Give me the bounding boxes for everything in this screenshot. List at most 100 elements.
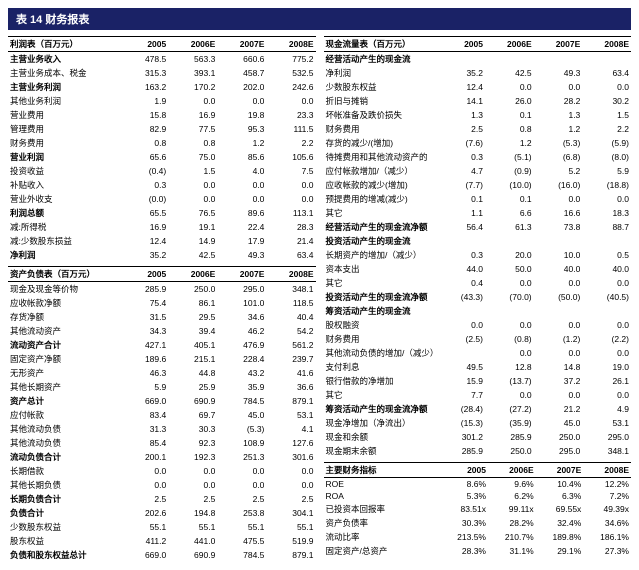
cell-value: 12.4 [440, 80, 485, 94]
row-label: 主营业务收入 [8, 52, 125, 67]
cell-value: 0.0 [266, 478, 315, 492]
cell-value: 0.0 [582, 192, 631, 206]
cell-value: 0.0 [534, 388, 583, 402]
cell-value: 0.0 [266, 94, 315, 108]
cell-value: 29.5 [168, 310, 217, 324]
cell-value: 55.1 [125, 520, 168, 534]
cell-value: 475.5 [217, 534, 266, 548]
cell-value: 46.3 [125, 366, 168, 380]
row-label: 待摊费用和其他流动资产的 [324, 150, 441, 164]
cell-value: 26.1 [582, 374, 631, 388]
row-label: 应付帐款 [8, 408, 125, 422]
cell-value: 1.2 [485, 136, 534, 150]
cell-value: (15.3) [440, 416, 485, 430]
balance-sheet-table: 资产负债表（百万元）20052006E2007E2008E现金及现金等价物285… [8, 266, 316, 562]
cell-value: 301.6 [266, 450, 315, 464]
cell-value: 76.5 [168, 206, 217, 220]
cell-value: (5.3) [217, 422, 266, 436]
row-label: 减:少数股东损益 [8, 234, 125, 248]
cell-value: 285.9 [485, 430, 534, 444]
cell-value: 69.7 [168, 408, 217, 422]
cell-value: 0.0 [125, 464, 168, 478]
cell-value: 53.1 [266, 408, 315, 422]
cell-value: 0.0 [217, 178, 266, 192]
cell-value: 0.0 [266, 192, 315, 206]
cell-value: 25.9 [168, 380, 217, 394]
cell-value: 34.6% [583, 516, 631, 530]
cell-value: 17.9 [217, 234, 266, 248]
row-label: 财务费用 [8, 136, 125, 150]
cell-value: 118.5 [266, 296, 315, 310]
cell-value: 1.3 [440, 108, 485, 122]
cell-value: 42.5 [168, 248, 217, 262]
cell-value: 1.3 [534, 108, 583, 122]
cell-value: 28.2 [534, 94, 583, 108]
cell-value: (2.5) [440, 332, 485, 346]
cell-value: 251.3 [217, 450, 266, 464]
cell-value: 1.2 [534, 122, 583, 136]
cell-value: 1.9 [125, 94, 168, 108]
cell-value: 192.3 [168, 450, 217, 464]
metrics-table: 主要财务指标20052006E2007E2008EROE8.6%9.6%10.4… [324, 462, 632, 558]
cell-value: 28.2% [488, 516, 536, 530]
year-header: 2005 [125, 267, 168, 282]
cell-value: (0.9) [485, 164, 534, 178]
cell-value: (7.6) [440, 136, 485, 150]
cell-value: 2.5 [217, 492, 266, 506]
cell-value: 7.2% [583, 490, 631, 502]
cell-value: 44.8 [168, 366, 217, 380]
cell-value: 228.4 [217, 352, 266, 366]
cell-value: 105.6 [266, 150, 315, 164]
cell-value: 0.0 [534, 192, 583, 206]
year-header: 2007E [217, 37, 266, 52]
cell-value: 82.9 [125, 122, 168, 136]
cell-value: 0.0 [266, 464, 315, 478]
row-label: 银行借款的净增加 [324, 374, 441, 388]
cell-value: 7.5 [266, 164, 315, 178]
cell-value: 0.8 [168, 136, 217, 150]
cell-value: 0.8 [485, 122, 534, 136]
cell-value: 0.0 [582, 388, 631, 402]
cell-value: 784.5 [217, 548, 266, 562]
cell-value: 5.9 [582, 164, 631, 178]
cell-value: (28.4) [440, 402, 485, 416]
cell-value: 784.5 [217, 394, 266, 408]
row-label: 资产负债率 [324, 516, 441, 530]
cell-value: 0.0 [582, 318, 631, 332]
cell-value: 315.3 [125, 66, 168, 80]
cell-value: 30.3% [440, 516, 488, 530]
row-label: 其他长期负债 [8, 478, 125, 492]
cell-value: 21.2 [534, 402, 583, 416]
row-label: 主营业务成本、税金 [8, 66, 125, 80]
row-label: 财务费用 [324, 122, 441, 136]
cell-value: 879.1 [266, 394, 315, 408]
cell-value: 0.1 [440, 192, 485, 206]
row-label: 筹资活动产生的现金流净额 [324, 402, 441, 416]
year-header: 2006E [485, 37, 534, 52]
cell-value: 295.0 [582, 430, 631, 444]
cell-value: 10.4% [536, 478, 584, 491]
cell-value: 690.9 [168, 548, 217, 562]
cell-value: 563.3 [168, 52, 217, 67]
row-label: 折旧与摊销 [324, 94, 441, 108]
cell-value: 405.1 [168, 338, 217, 352]
row-label: 预提费用的增减(减少) [324, 192, 441, 206]
cell-value: 4.7 [440, 164, 485, 178]
cell-value: 85.6 [217, 150, 266, 164]
cell-value: 49.3 [217, 248, 266, 262]
cell-value: 519.9 [266, 534, 315, 548]
row-label: 资本支出 [324, 262, 441, 276]
cell-value: 4.9 [582, 402, 631, 416]
cell-value: 10.0 [534, 248, 583, 262]
cell-value: 5.2 [534, 164, 583, 178]
year-header: 2007E [534, 37, 583, 52]
cell-value: 31.5 [125, 310, 168, 324]
cell-value: 88.7 [582, 220, 631, 234]
row-label: 应收帐款的减少(增加) [324, 178, 441, 192]
row-label: 投资收益 [8, 164, 125, 178]
cell-value: 32.4% [536, 516, 584, 530]
cell-value: 85.4 [125, 436, 168, 450]
row-label: 固定资产/总资产 [324, 544, 441, 558]
row-label: 存货的减少/(增加) [324, 136, 441, 150]
cell-value: 0.0 [582, 276, 631, 290]
